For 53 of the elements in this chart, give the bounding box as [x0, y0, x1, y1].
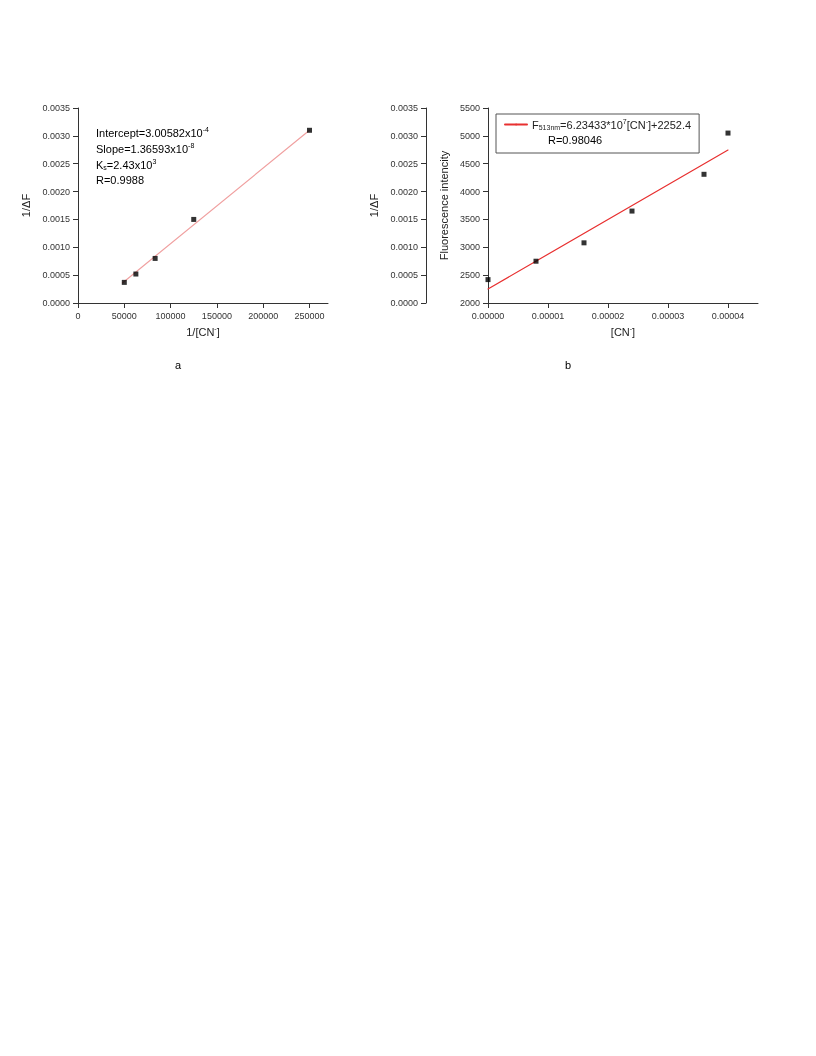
x-tick-label: 0.00001 [531, 310, 565, 321]
x-tick-label: 0.00004 [711, 310, 745, 321]
point [152, 255, 158, 261]
y-tick-label: 0.0030 [42, 130, 70, 141]
y-tick-label: 0.0005 [42, 270, 70, 281]
x-tick-label: 150000 [201, 310, 232, 321]
y-tick-label: 4500 [459, 158, 480, 169]
point [133, 271, 139, 277]
text: b [564, 358, 572, 371]
point [191, 216, 197, 222]
y2-tick-label: 0.0030 [390, 130, 418, 141]
y2-tick-label: 0.0000 [390, 298, 418, 308]
y-axis-title: 1/ΔF [20, 193, 33, 218]
y-tick-label: 3500 [459, 214, 480, 225]
point [629, 208, 635, 214]
x-tick-label: 250000 [294, 310, 325, 321]
x-tick-label: 200000 [248, 310, 279, 321]
x-tick-label: 50000 [111, 310, 137, 321]
y2-axis-title: 1/ΔF [368, 193, 381, 218]
point [725, 130, 731, 136]
point [533, 258, 539, 264]
y-tick-label: 0.0010 [42, 242, 70, 253]
annotation: R=0.9988 [96, 173, 145, 186]
y-tick-label: 2000 [459, 298, 480, 308]
point [701, 171, 707, 177]
y-tick-label: 0.0020 [42, 186, 70, 197]
x-tick-label: 0.00003 [651, 310, 685, 321]
y2-tick-label: 0.0010 [390, 242, 418, 253]
y-tick-label: 0.0035 [42, 103, 70, 113]
y-tick-label: 4000 [459, 186, 480, 197]
point [485, 277, 491, 283]
x-tick-label: 100000 [155, 310, 186, 321]
y2-tick-label: 0.0020 [390, 186, 418, 197]
y2-tick-label: 0.0015 [390, 214, 418, 225]
point [121, 279, 127, 285]
y-tick-label: 5500 [459, 103, 480, 113]
y2-tick-label: 0.0025 [390, 158, 418, 169]
y-tick-label: 2500 [459, 270, 480, 281]
x-tick-label: 0 [75, 310, 81, 321]
point [306, 127, 312, 133]
y-tick-label: 3000 [459, 242, 480, 253]
x-tick-label: 0.00000 [471, 310, 505, 321]
y-tick-label: 5000 [459, 130, 480, 141]
point [581, 240, 587, 246]
x-tick-label: 0.00002 [591, 310, 625, 321]
annotation: R=0.98046 [548, 133, 603, 146]
y-axis-title: Fluorescence intencity [437, 150, 450, 261]
y2-tick-label: 0.0005 [390, 270, 418, 281]
y-tick-label: 0.0000 [42, 298, 70, 308]
text: a [174, 358, 182, 371]
y-tick-label: 0.0025 [42, 158, 70, 169]
y-tick-label: 0.0015 [42, 214, 70, 225]
y2-tick-label: 0.0035 [390, 103, 418, 113]
